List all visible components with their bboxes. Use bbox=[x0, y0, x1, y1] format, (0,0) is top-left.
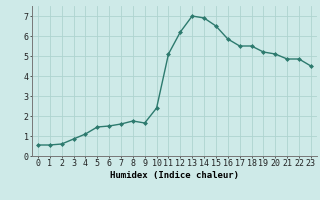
X-axis label: Humidex (Indice chaleur): Humidex (Indice chaleur) bbox=[110, 171, 239, 180]
